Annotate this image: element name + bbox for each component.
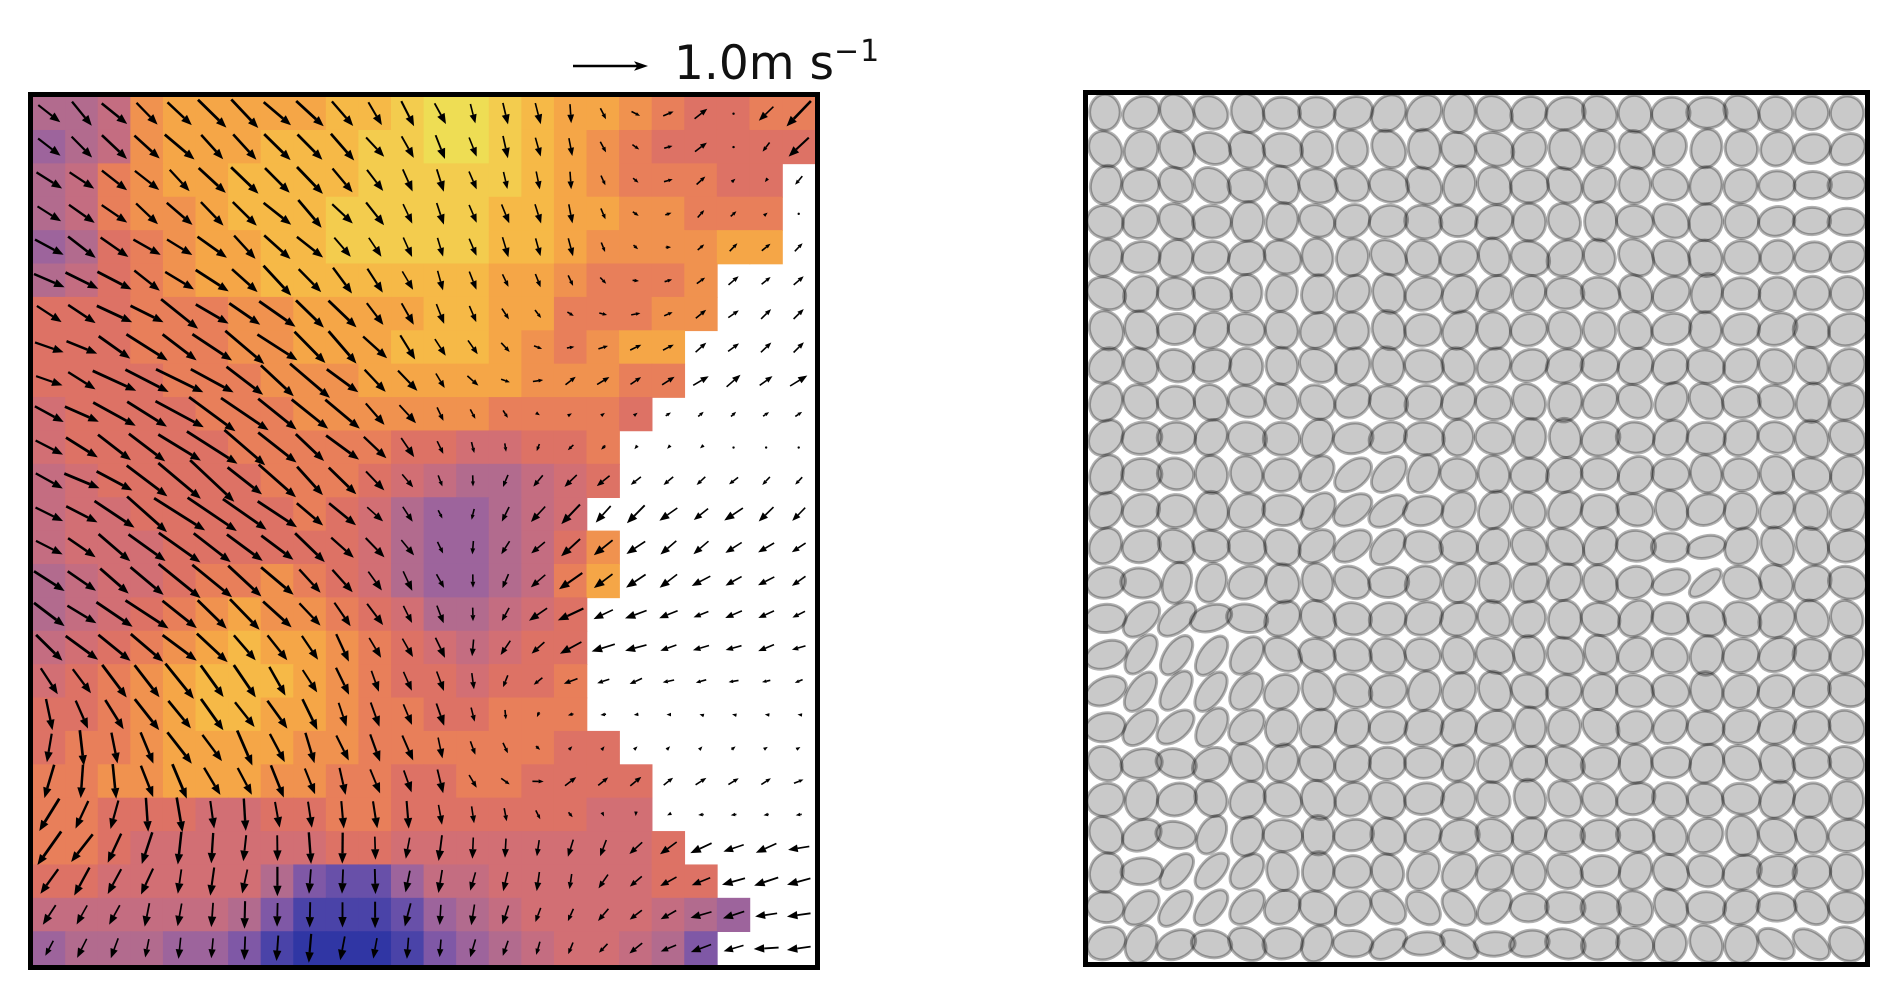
velocity-quiver-panel bbox=[28, 92, 820, 970]
quiver-key-exponent: −1 bbox=[833, 34, 881, 69]
quiver-key-text: 1.0m s bbox=[674, 36, 834, 91]
quiver-key-label: 1.0m s−1 bbox=[674, 34, 880, 91]
ellipse-field-panel bbox=[1083, 90, 1870, 967]
uncertainty-ellipse-svg bbox=[1088, 95, 1865, 962]
velocity-heatmap-quiver-svg bbox=[33, 97, 815, 965]
quiver-key-arrow-icon bbox=[573, 61, 648, 71]
